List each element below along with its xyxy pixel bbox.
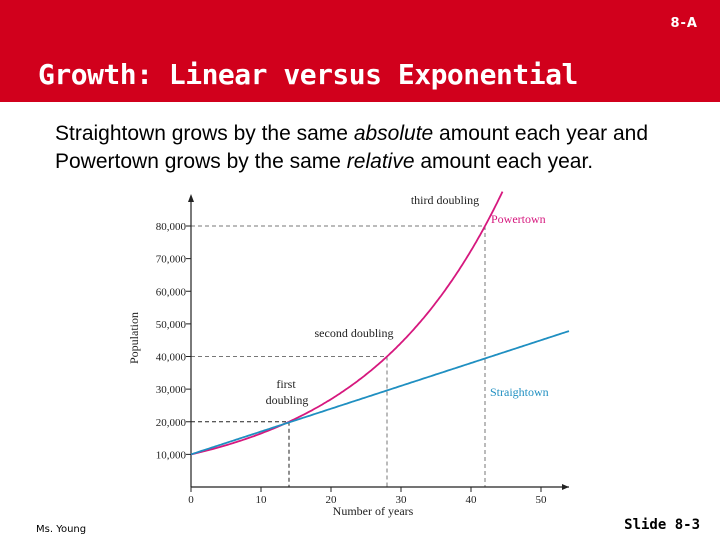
y-tick-label: 30,000 xyxy=(156,384,187,396)
annotation-first-doubling: first xyxy=(276,377,296,391)
x-axis-label: Number of years xyxy=(333,504,414,518)
body-emphasis-absolute: absolute xyxy=(353,122,434,145)
footer-slide-number: Slide 8-3 xyxy=(624,517,700,533)
x-tick-label: 50 xyxy=(536,494,548,506)
y-axis-arrow xyxy=(188,194,194,202)
body-text-part2: amount each year and Powertown grows by … xyxy=(55,122,649,173)
y-tick-label: 40,000 xyxy=(156,352,187,364)
annotation-second-doubling: second doubling xyxy=(315,326,394,340)
series-label-powertown: Powertown xyxy=(491,212,546,226)
series-powertown-line xyxy=(190,191,504,456)
x-axis-arrow xyxy=(562,484,569,490)
x-tick-label: 30 xyxy=(396,494,408,506)
annotation-first-doubling: doubling xyxy=(266,393,309,407)
body-emphasis-relative: relative xyxy=(346,150,415,173)
y-tick-label: 20,000 xyxy=(156,417,187,429)
y-tick-label: 70,000 xyxy=(156,254,187,266)
section-tag: 8-A xyxy=(670,16,698,31)
x-tick-label: 20 xyxy=(326,494,338,506)
slide-title: Growth: Linear versus Exponential xyxy=(38,58,578,91)
x-tick-label: 40 xyxy=(466,494,478,506)
y-tick-label: 10,000 xyxy=(156,449,187,461)
y-tick-label: 80,000 xyxy=(156,221,187,233)
title-banner xyxy=(0,0,720,102)
y-tick-label: 60,000 xyxy=(156,286,187,298)
series-label-straightown: Straightown xyxy=(490,385,549,399)
x-tick-label: 10 xyxy=(256,494,268,506)
y-axis-label: Population xyxy=(127,312,141,364)
body-paragraph: Straightown grows by the same absolute a… xyxy=(55,120,675,176)
y-tick-label: 50,000 xyxy=(156,319,187,331)
footer-author: Ms. Young xyxy=(36,524,87,535)
annotation-third-doubling: third doubling xyxy=(411,193,479,207)
series-straightown-line xyxy=(190,330,570,456)
body-text-part1: Straightown grows by the same xyxy=(55,122,354,145)
body-text-part3: amount each year. xyxy=(414,150,594,173)
x-tick-label: 0 xyxy=(188,494,194,506)
